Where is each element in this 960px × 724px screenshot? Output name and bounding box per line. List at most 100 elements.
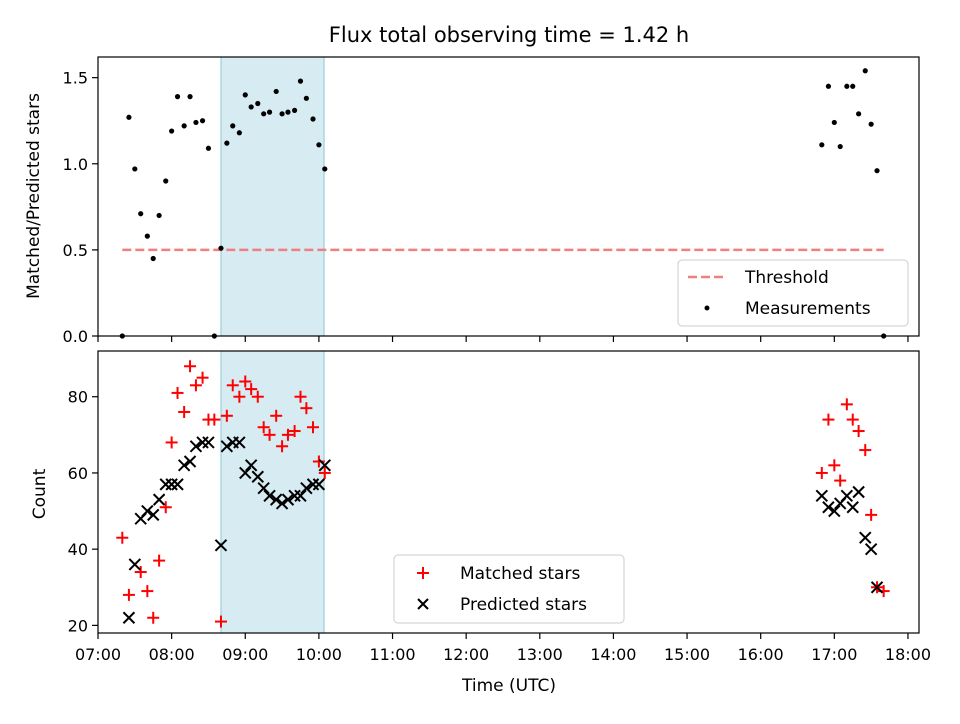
predicted-star-point: [239, 466, 252, 480]
top-y-tick-label: 0.5: [63, 241, 88, 260]
predicted-star-point: [165, 478, 178, 491]
measurement-point: [187, 94, 193, 100]
matched-star-point: [134, 566, 147, 579]
measurement-point: [205, 145, 212, 151]
matched-star-point: [153, 554, 166, 567]
measurements-legend-swatch: [704, 305, 710, 311]
bottom-y-tick-label: 40: [68, 540, 88, 559]
x-tick-label: 11:00: [369, 645, 415, 664]
measurement-point: [193, 119, 199, 126]
predicted-star-point: [152, 493, 166, 506]
predicted-star-point: [294, 489, 307, 503]
predicted-star-point: [840, 489, 854, 503]
matched-star-point: [226, 379, 239, 392]
measurement-point: [850, 83, 856, 89]
x-tick-label: 15:00: [664, 645, 710, 664]
x-tick-label: 16:00: [738, 645, 784, 664]
x-tick-label: 07:00: [75, 645, 121, 664]
measurement-point: [230, 123, 236, 129]
matched-star-point: [171, 386, 184, 399]
matched-star-point: [865, 508, 878, 521]
matched-star-point: [116, 531, 129, 544]
measurement-point: [261, 111, 267, 117]
matched-stars-legend-swatch: [417, 567, 429, 579]
x-tick-label: 12:00: [443, 645, 489, 664]
measurement-point: [255, 100, 261, 107]
measurement-point: [266, 109, 273, 115]
x-tick-label: 08:00: [149, 645, 195, 664]
predicted-star-point: [147, 508, 160, 522]
matched-star-point: [214, 615, 227, 628]
matched-star-point: [245, 383, 258, 396]
predicted-star-point: [141, 504, 154, 518]
measurement-point: [248, 104, 254, 110]
matched-star-point: [859, 444, 872, 457]
top-y-tick-label: 1.0: [63, 155, 88, 174]
measurement-point: [279, 111, 285, 117]
predicted-star-point: [859, 531, 872, 544]
matched-star-point: [276, 440, 289, 453]
matched-star-point: [307, 421, 320, 434]
matched-star-point: [147, 611, 160, 624]
measurement-point: [322, 166, 328, 172]
matched-stars-legend-label: Matched stars: [460, 564, 580, 584]
predicted-star-point: [815, 489, 829, 503]
matched-star-point: [141, 585, 154, 598]
measurement-point: [303, 95, 309, 101]
x-tick-label: 10:00: [296, 645, 342, 664]
predicted-star-point: [275, 497, 289, 510]
bottom-y-axis-label: Count: [30, 468, 50, 519]
measurement-point: [862, 68, 868, 74]
matched-star-point: [822, 413, 835, 426]
predicted-star-point: [159, 478, 172, 491]
predicted-star-point: [870, 581, 884, 594]
x-axis-label: Time (UTC): [461, 676, 556, 696]
predicted-star-point: [281, 493, 295, 506]
predicted-star-point: [177, 459, 191, 472]
measurement-point: [163, 178, 169, 184]
bottom-y-tick-label: 20: [68, 616, 88, 635]
matched-star-point: [846, 413, 859, 426]
matched-star-point: [828, 459, 841, 472]
measurement-point: [310, 116, 316, 122]
measurement-point: [316, 142, 322, 148]
x-tick-label: 18:00: [885, 645, 931, 664]
measurement-point: [174, 94, 181, 100]
matched-star-point: [208, 413, 221, 426]
predicted-star-point: [306, 478, 320, 491]
matched-star-point: [815, 466, 828, 479]
measurement-point: [218, 245, 224, 251]
matched-star-point: [233, 390, 246, 403]
bottom-legend-box: [393, 554, 625, 624]
measurement-point: [138, 211, 144, 217]
matched-star-point: [251, 390, 264, 403]
matched-star-point: [189, 379, 202, 392]
predicted-star-point: [288, 489, 301, 503]
predicted-star-point: [822, 501, 835, 514]
predicted-star-point: [122, 611, 136, 624]
matched-star-point: [288, 425, 301, 438]
measurement-point: [291, 107, 298, 113]
predicted-star-point: [318, 459, 331, 472]
matched-star-point: [263, 428, 276, 441]
predicted-star-point: [263, 489, 276, 503]
predicted-star-point: [257, 481, 270, 495]
predicted-star-point: [202, 436, 215, 449]
measurement-point: [242, 92, 248, 98]
matched-star-point: [165, 436, 178, 449]
predicted-star-point: [214, 539, 228, 552]
matched-star-point: [122, 588, 135, 601]
measurement-point: [844, 83, 850, 89]
predicted-star-point: [828, 504, 841, 518]
measurement-point: [236, 130, 242, 136]
measurement-point: [837, 143, 843, 150]
matched-star-point: [312, 455, 325, 468]
top-shaded-interval: [220, 56, 325, 337]
predicted-star-point: [233, 436, 246, 449]
matched-star-point: [852, 425, 865, 438]
predicted-stars-legend-swatch: [417, 598, 429, 610]
top-legend: Threshold Measurements: [677, 259, 909, 327]
predicted-star-point: [852, 485, 865, 499]
predicted-star-point: [171, 478, 184, 491]
